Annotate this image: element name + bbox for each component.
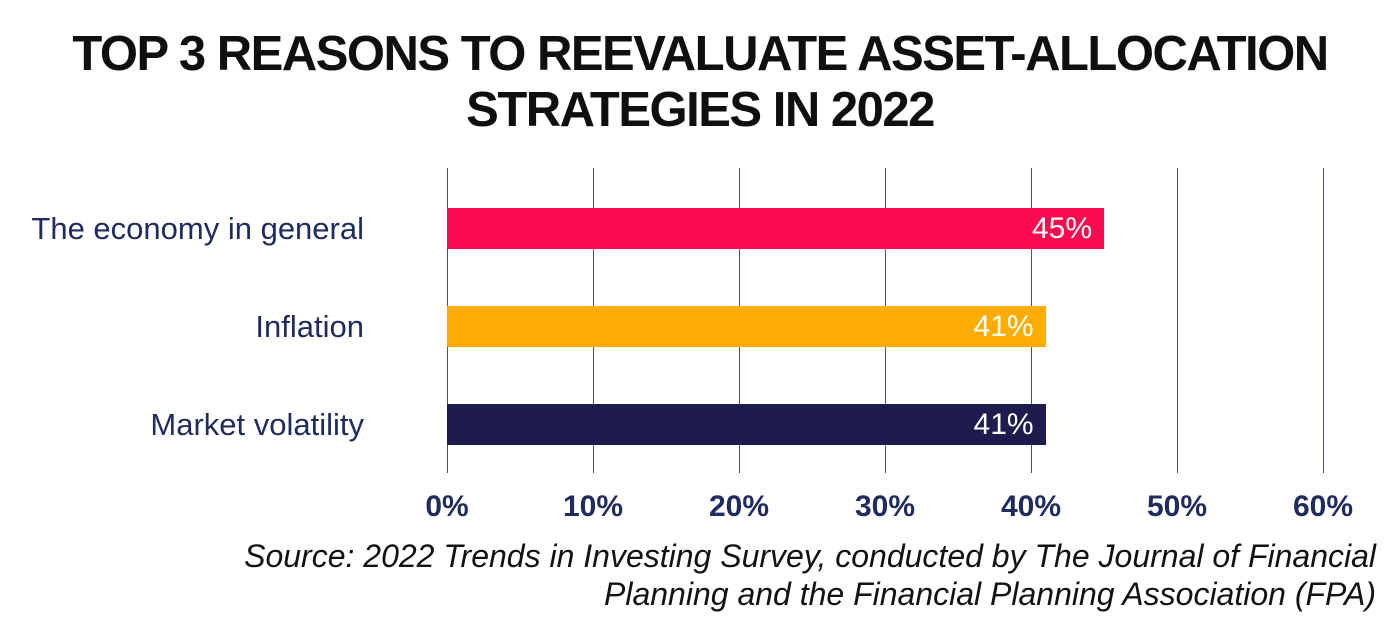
bar-1: 41% bbox=[447, 306, 1046, 347]
x-tick-label-30%: 30% bbox=[854, 490, 916, 523]
x-tick-label-60%: 60% bbox=[1292, 490, 1354, 523]
chart-title: TOP 3 REASONS TO REEVALUATE ASSET-ALLOCA… bbox=[0, 26, 1400, 138]
bar-value-label-2: 41% bbox=[973, 408, 1034, 441]
category-label-2: Market volatility bbox=[150, 407, 364, 442]
source-line-1: Source: 2022 Trends in Investing Survey,… bbox=[244, 538, 1376, 574]
x-tick-label-20%: 20% bbox=[708, 490, 770, 523]
bar-0: 45% bbox=[447, 208, 1104, 249]
category-label-0: The economy in general bbox=[31, 211, 364, 246]
source-citation: Source: 2022 Trends in Investing Survey,… bbox=[126, 537, 1376, 613]
bar-value-label-0: 45% bbox=[1031, 212, 1092, 245]
x-tick-label-40%: 40% bbox=[1000, 490, 1062, 523]
bar-2: 41% bbox=[447, 404, 1046, 445]
x-tick-label-10%: 10% bbox=[562, 490, 624, 523]
gridline-50% bbox=[1177, 168, 1178, 473]
gridline-60% bbox=[1323, 168, 1324, 473]
x-tick-label-0%: 0% bbox=[425, 490, 469, 523]
source-line-2: Planning and the Financial Planning Asso… bbox=[604, 576, 1376, 612]
bar-value-label-1: 41% bbox=[973, 310, 1034, 343]
x-tick-label-50%: 50% bbox=[1146, 490, 1208, 523]
chart-title-line-2: STRATEGIES IN 2022 bbox=[466, 83, 935, 137]
chart-title-line-1: TOP 3 REASONS TO REEVALUATE ASSET-ALLOCA… bbox=[72, 27, 1329, 81]
category-label-1: Inflation bbox=[255, 309, 364, 344]
